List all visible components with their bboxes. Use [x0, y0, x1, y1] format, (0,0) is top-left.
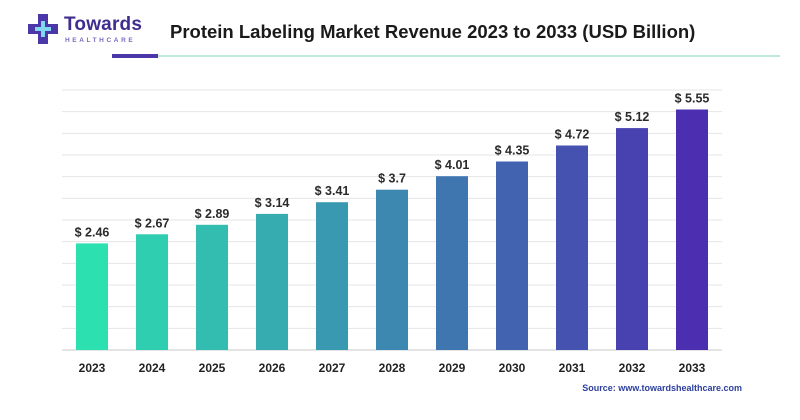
x-tick-label-2026: 2026	[259, 361, 286, 375]
value-label-2029: $ 4.01	[435, 158, 470, 172]
bar-2028	[376, 189, 408, 350]
bar-2031	[556, 145, 588, 350]
x-tick-label-2032: 2032	[619, 361, 646, 375]
medical-cross-logo-icon	[28, 14, 58, 44]
logo: Towards HEALTHCARE	[20, 10, 170, 50]
value-labels: $ 2.46 $ 2.67 $ 2.89 $ 3.14 $ 3.41 $ 3.7 $ 4.0…	[75, 92, 710, 240]
chart-title: Protein Labeling Market Revenue 2023 to …	[170, 21, 696, 42]
bar-2026	[256, 213, 288, 350]
logo-name: Towards	[64, 14, 143, 35]
value-label-2025: $ 2.89	[195, 207, 230, 221]
x-tick-label-2024: 2024	[139, 361, 166, 375]
x-tick-label-2030: 2030	[499, 361, 526, 375]
bars	[76, 109, 708, 350]
header-divider	[112, 55, 780, 57]
value-label-2033: $ 5.55	[675, 92, 710, 106]
bar-2025	[196, 224, 228, 350]
bar-2029	[436, 176, 468, 350]
bar-2027	[316, 202, 348, 350]
header-divider-accent	[112, 54, 158, 58]
value-label-2030: $ 4.35	[495, 144, 530, 158]
x-tick-label-2031: 2031	[559, 361, 586, 375]
bar-2030	[496, 161, 528, 350]
x-tick-label-2029: 2029	[439, 361, 466, 375]
value-label-2024: $ 2.67	[135, 216, 170, 230]
bar-2024	[136, 234, 168, 350]
bar-2032	[616, 128, 648, 350]
x-tick-label-2025: 2025	[199, 361, 226, 375]
value-label-2032: $ 5.12	[615, 110, 650, 124]
x-tick-label-2027: 2027	[319, 361, 346, 375]
x-axis-tick-labels: 2023 2024 2025 2026 2027 2028 2029 2030 2031 2032…	[79, 361, 706, 375]
value-label-2026: $ 3.14	[255, 196, 290, 210]
value-label-2027: $ 3.41	[315, 184, 350, 198]
bar-2023	[76, 243, 108, 350]
value-label-2028: $ 3.7	[378, 172, 406, 186]
value-label-2031: $ 4.72	[555, 128, 590, 142]
x-tick-label-2033: 2033	[679, 361, 706, 375]
bar-2033	[676, 109, 708, 350]
source-note: Source: www.towardshealthcare.com	[582, 383, 742, 393]
x-tick-label-2028: 2028	[379, 361, 406, 375]
x-tick-label-2023: 2023	[79, 361, 106, 375]
logo-subtitle: HEALTHCARE	[65, 37, 136, 44]
value-label-2023: $ 2.46	[75, 225, 110, 239]
